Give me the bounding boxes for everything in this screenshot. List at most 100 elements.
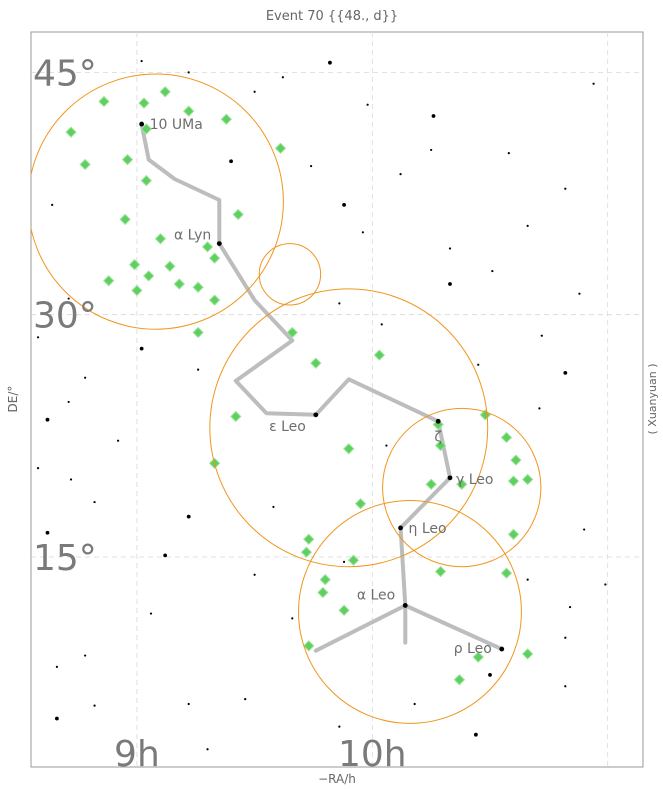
event-point — [319, 573, 331, 586]
background-star — [473, 732, 478, 737]
background-star — [116, 439, 120, 442]
background-star — [54, 716, 59, 721]
tick-labels: 45° 30° 15° 10h 9h — [33, 53, 407, 775]
de-tick-label: 30° — [33, 296, 97, 337]
background-star — [477, 363, 480, 366]
event-point — [192, 281, 204, 293]
event-point — [140, 123, 153, 135]
background-star — [45, 417, 50, 422]
background-star — [564, 636, 567, 639]
event-point — [343, 443, 355, 455]
constellation-line — [139, 122, 504, 652]
background-star — [366, 103, 369, 106]
star-label: ε Leo — [269, 419, 306, 435]
star-label: α Lyn — [174, 228, 211, 244]
event-point — [220, 113, 233, 125]
background-star — [55, 665, 58, 668]
background-star — [540, 334, 543, 337]
event-point — [65, 126, 77, 138]
detection-circles — [31, 73, 542, 724]
star-label: ρ Leo — [454, 641, 492, 657]
event-point — [521, 648, 534, 660]
event-point — [456, 478, 468, 491]
named-star — [402, 603, 408, 608]
side-label: ( Xuanyuan ) — [646, 364, 659, 435]
background-star — [578, 292, 581, 295]
background-star — [413, 702, 416, 706]
background-star — [84, 376, 87, 379]
background-star — [93, 704, 96, 707]
event-points — [65, 86, 534, 686]
background-star — [564, 187, 567, 190]
chart-title: Event 70 {{48., d}} — [266, 9, 398, 24]
background-star — [385, 444, 388, 447]
background-star — [488, 673, 492, 677]
event-point — [507, 475, 520, 487]
event-point — [434, 565, 447, 578]
event-point — [310, 357, 322, 369]
background-star — [568, 605, 572, 609]
event-point — [119, 213, 131, 226]
background-star — [380, 323, 383, 326]
background-star — [36, 467, 40, 470]
background-star — [139, 346, 144, 351]
de-tick-label: 45° — [33, 53, 97, 94]
event-point — [208, 294, 221, 306]
y-axis-label: DE/° — [6, 386, 20, 413]
event-point — [140, 174, 153, 187]
event-point — [432, 418, 444, 431]
background-star — [310, 164, 313, 168]
event-point — [303, 640, 315, 652]
named-star — [499, 646, 505, 652]
background-star — [67, 400, 70, 404]
background-star — [538, 407, 541, 410]
background-star — [281, 76, 284, 79]
background-star — [338, 302, 341, 305]
grid — [31, 32, 643, 767]
background-star — [69, 478, 73, 481]
event-point — [159, 86, 171, 98]
event-point — [121, 153, 134, 166]
named-star — [435, 418, 441, 424]
event-point — [131, 284, 143, 297]
event-point — [183, 105, 195, 117]
event-point — [98, 95, 110, 108]
event-point — [434, 439, 447, 452]
event-point — [354, 497, 367, 510]
event-point — [373, 349, 386, 361]
background-star — [592, 82, 595, 85]
event-point — [201, 241, 214, 253]
star-label: γ Leo — [456, 472, 493, 488]
event-point — [500, 431, 513, 444]
event-point — [173, 278, 185, 290]
event-point — [338, 604, 350, 617]
background-star — [583, 528, 586, 531]
background-star — [342, 202, 346, 207]
x-axis-label: −RA/h — [318, 772, 356, 786]
event-point — [102, 275, 115, 287]
event-point — [300, 546, 313, 558]
event-point — [453, 674, 466, 686]
background-star — [229, 159, 233, 164]
background-star — [448, 247, 452, 250]
background-star — [186, 514, 191, 519]
background-star — [51, 203, 54, 206]
event-point — [232, 208, 244, 221]
constellation-lines — [139, 122, 504, 653]
event-point — [521, 473, 534, 486]
background-star — [526, 224, 529, 227]
event-point — [347, 554, 360, 566]
ra-tick-label: 10h — [338, 734, 407, 775]
event-point — [192, 326, 204, 339]
background-star — [563, 370, 568, 375]
background-star — [491, 269, 494, 273]
background-star — [84, 654, 87, 657]
background-star — [361, 231, 364, 234]
event-point — [510, 454, 522, 466]
background-star — [564, 685, 567, 688]
background-star — [197, 368, 200, 371]
background-star — [206, 748, 209, 751]
named-star-dots — [139, 121, 505, 652]
background-star — [93, 500, 96, 504]
background-star — [187, 71, 190, 74]
